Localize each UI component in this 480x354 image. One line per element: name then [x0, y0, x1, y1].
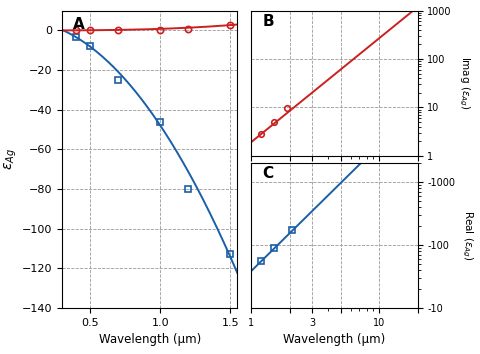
X-axis label: Wavelength (μm): Wavelength (μm)	[283, 333, 385, 346]
Y-axis label: $\varepsilon_{Ag}$: $\varepsilon_{Ag}$	[3, 148, 19, 170]
X-axis label: Wavelength (μm): Wavelength (μm)	[99, 333, 201, 346]
Y-axis label: Real ($\varepsilon_{Ag}$): Real ($\varepsilon_{Ag}$)	[460, 210, 475, 261]
Text: A: A	[73, 17, 84, 32]
Text: B: B	[263, 13, 274, 29]
Y-axis label: Imag ($\varepsilon_{Ag}$): Imag ($\varepsilon_{Ag}$)	[457, 56, 471, 110]
Text: C: C	[263, 166, 274, 181]
